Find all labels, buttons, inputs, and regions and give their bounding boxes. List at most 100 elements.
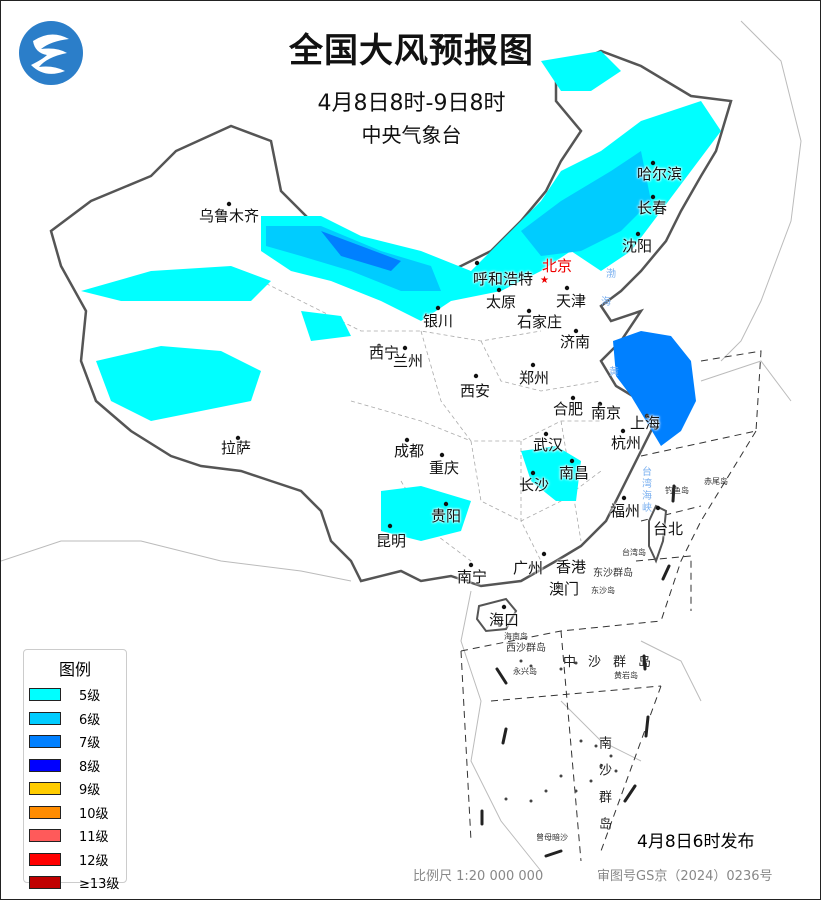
legend-swatch	[29, 688, 61, 702]
map-scale: 比例尺 1:20 000 000	[413, 869, 544, 884]
city-label: 兰州	[393, 352, 424, 370]
legend-swatch	[29, 782, 61, 796]
island-label: 海南岛	[504, 632, 528, 641]
city-label: 南京	[591, 404, 622, 422]
city-label: 哈尔滨	[637, 165, 683, 183]
city-label: 长沙	[519, 476, 550, 494]
island-label: 东沙群岛	[593, 568, 633, 579]
legend-label: 9级	[79, 783, 101, 799]
legend-swatch	[29, 711, 61, 725]
city-label: 乌鲁木齐	[199, 207, 260, 225]
island-label: 赤尾岛	[704, 477, 728, 486]
legend-label: 6级	[79, 712, 101, 728]
wind-area-level5	[96, 346, 261, 421]
wind-area-level5	[541, 51, 621, 91]
taiwan-island	[648, 504, 668, 564]
city-label: 武汉	[533, 436, 564, 454]
legend-item: 12级	[24, 848, 126, 872]
sea-label: 峡	[642, 503, 652, 514]
city-label: 银川	[423, 312, 454, 330]
city-label: 西安	[460, 382, 491, 400]
legend-label: 12级	[79, 853, 109, 869]
city-label: 香港	[556, 558, 587, 576]
city-label: 合肥	[553, 400, 584, 418]
sea-label: 海	[601, 297, 611, 308]
city-label: 海口	[489, 611, 520, 629]
sea-label: 台	[642, 467, 652, 478]
city-label: 沈阳	[622, 237, 653, 255]
legend-item: 9级	[24, 777, 126, 801]
city-label: 石家庄	[517, 313, 563, 331]
wind-area-level7	[321, 231, 401, 271]
legend-swatch	[29, 758, 61, 772]
city-label: 太原	[486, 293, 517, 311]
island-label: 曾母暗沙	[536, 833, 568, 842]
issuing-agency: 中央气象台	[361, 123, 462, 147]
sea-label: 海	[642, 491, 652, 502]
island-label: 钓鱼岛	[665, 486, 689, 495]
city-label: 贵阳	[431, 507, 462, 525]
city-label: 昆明	[376, 532, 407, 550]
wind-area-level7	[613, 331, 696, 446]
city-label: 南宁	[457, 568, 488, 586]
city-label: 上海	[630, 414, 661, 432]
hainan-island	[475, 597, 518, 633]
sea-label: 湾	[642, 479, 652, 490]
legend-label: 5级	[79, 689, 101, 705]
city-label: 拉萨	[221, 439, 252, 457]
island-label: 永兴岛	[513, 667, 537, 676]
island-label: 东沙岛	[591, 586, 615, 595]
city-label: 台北	[653, 520, 684, 538]
city-markers	[226, 160, 661, 610]
south-china-sea-islands	[504, 659, 618, 803]
legend-swatch	[29, 852, 61, 866]
maritime-boundaries	[460, 350, 762, 862]
legend-swatch	[29, 735, 61, 749]
legend-swatch	[29, 829, 61, 843]
legend-label: 8级	[79, 759, 101, 775]
wind-area-level5	[301, 311, 351, 341]
legend-item: 11级	[24, 824, 126, 848]
forecast-period: 4月8日8时-9日8时	[317, 91, 506, 116]
sea-label: 渤	[606, 269, 616, 280]
wind-area-level5	[381, 486, 471, 541]
map-approval-number: 审图号GS京（2024）0236号	[597, 869, 773, 884]
city-label: 郑州	[519, 369, 550, 387]
legend-swatch	[29, 805, 61, 819]
city-label: 广州	[513, 559, 544, 577]
neighbor-outline	[1, 20, 802, 872]
wind-area-level6	[521, 151, 651, 256]
island-label: 黄岩岛	[614, 671, 638, 680]
city-label: 南昌	[559, 464, 590, 482]
city-label: 成都	[394, 442, 425, 460]
cma-logo	[17, 19, 85, 91]
city-label: 重庆	[429, 459, 460, 477]
city-label: 北京	[542, 257, 573, 275]
legend: 图例 5级 6级 7级 8级 9级 10级 11级 12级 ≥13级	[23, 649, 127, 892]
nine-dash-line	[480, 484, 676, 858]
legend-label: ≥13级	[79, 877, 120, 893]
map-title: 全国大风预报图	[289, 31, 534, 71]
issue-time: 4月8日6时发布	[637, 832, 755, 852]
sea-label: 黄	[609, 367, 619, 378]
legend-label: 7级	[79, 736, 101, 752]
city-label: 西宁	[369, 344, 400, 362]
wind-area-level5	[81, 266, 271, 301]
legend-item: 8级	[24, 754, 126, 778]
island-label: 中沙群岛	[563, 655, 664, 670]
city-label: 福州	[610, 502, 641, 520]
legend-swatch	[29, 876, 61, 890]
legend-label: 11级	[79, 830, 109, 846]
wind-areas	[81, 51, 721, 541]
city-label: 杭州	[611, 434, 642, 452]
legend-item: 5级	[24, 683, 126, 707]
legend-title: 图例	[58, 660, 91, 679]
wind-area-level5	[521, 446, 581, 501]
legend-item: 7级	[24, 730, 126, 754]
island-label: 西沙群岛	[506, 643, 546, 654]
island-label: 南沙群岛	[596, 736, 611, 844]
city-label: 澳门	[549, 580, 580, 598]
city-label: 呼和浩特	[473, 270, 534, 288]
